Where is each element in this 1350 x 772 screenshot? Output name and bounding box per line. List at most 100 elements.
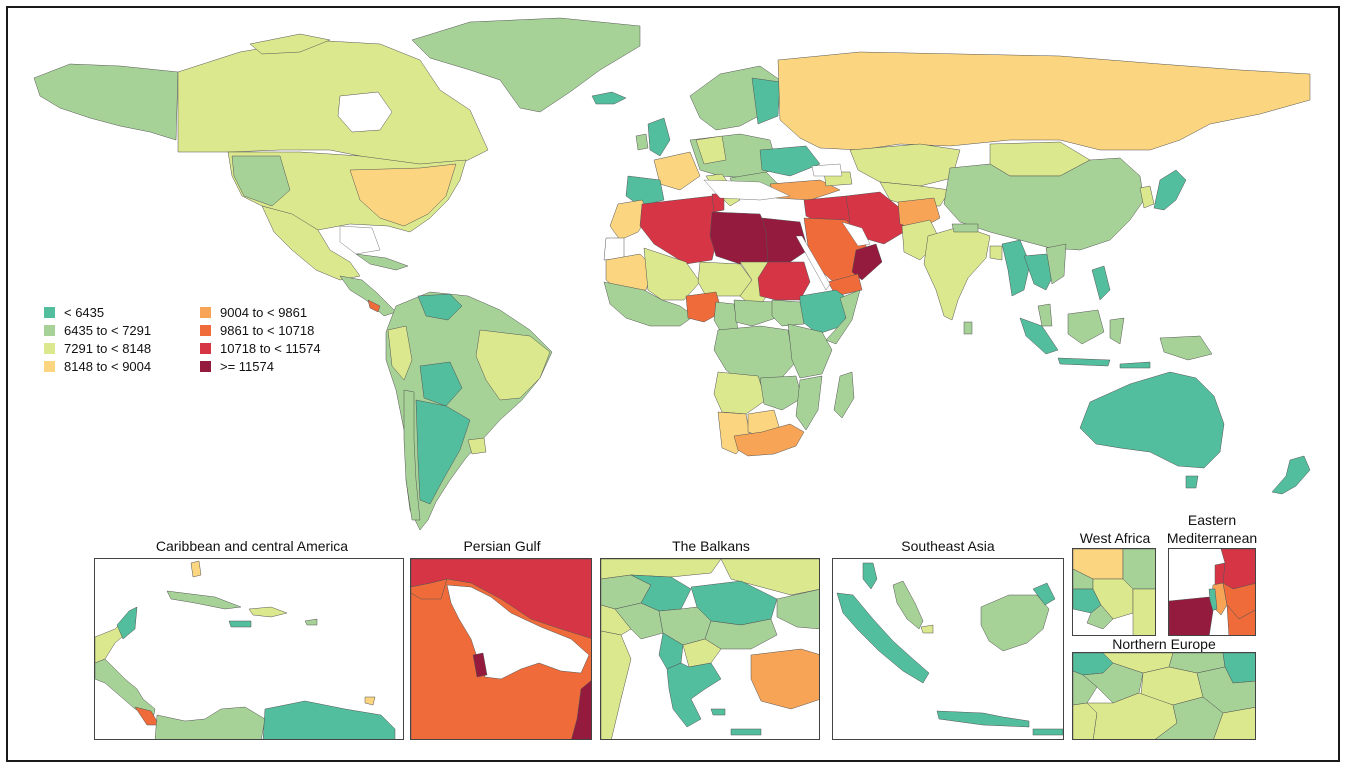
region-china <box>943 157 1145 251</box>
region-somalia <box>825 289 861 345</box>
region-mexico <box>261 205 361 281</box>
inset-title-northern-europe: Northern Europe <box>1112 636 1216 652</box>
region-mali <box>643 247 701 301</box>
inset-caribbean-map <box>95 560 396 739</box>
region-kazakhstan <box>849 143 961 187</box>
inset-eastern-mediterranean <box>1168 548 1256 636</box>
region-sri-lanka <box>963 321 973 335</box>
inset-title-balkans: The Balkans <box>672 538 750 554</box>
inset-title-caribbean: Caribbean and central America <box>155 538 349 554</box>
inset-title-eastern-mediterranean-2: Mediterranean <box>1166 530 1258 546</box>
region-new-zealand <box>1271 455 1311 495</box>
inset-title-eastern-mediterranean-1: Eastern <box>1187 512 1237 528</box>
region-indonesia-sumatra <box>1019 317 1059 355</box>
region-morocco <box>609 199 651 241</box>
inset-west-africa <box>1072 548 1156 636</box>
legend-item: < 6435 <box>44 304 192 321</box>
region-malay <box>1037 303 1053 327</box>
region-iceland <box>591 91 627 105</box>
inset-caribbean <box>94 558 404 740</box>
legend: < 6435 6435 to < 7291 7291 to < 8148 814… <box>44 304 364 380</box>
inset-title-southeast-asia: Southeast Asia <box>901 538 995 554</box>
region-korea <box>1139 185 1155 209</box>
legend-item: 7291 to < 8148 <box>44 340 192 357</box>
legend-label: < 6435 <box>64 305 105 320</box>
legend-swatch <box>200 361 211 372</box>
region-sudan <box>757 261 811 301</box>
legend-swatch <box>200 343 211 354</box>
region-india <box>923 225 991 321</box>
legend-item: 6435 to < 7291 <box>44 322 192 339</box>
legend-item: 9004 to < 9861 <box>200 304 360 321</box>
inset-west-africa-map <box>1073 549 1155 635</box>
region-canada <box>177 39 489 169</box>
region-japan <box>1153 169 1187 211</box>
legend-swatch <box>200 325 211 336</box>
legend-label: 10718 to < 11574 <box>220 341 321 356</box>
inset-persian-gulf-map <box>411 559 591 739</box>
region-south-sudan <box>771 299 805 327</box>
legend-label: 6435 to < 7291 <box>64 323 152 338</box>
region-argentina <box>415 399 471 505</box>
legend-label: 9004 to < 9861 <box>220 305 308 320</box>
region-nigeria <box>685 291 723 323</box>
legend-swatch <box>44 307 55 318</box>
region-brazil-east <box>475 329 551 401</box>
legend-swatch <box>44 325 55 336</box>
legend-item: >= 11574 <box>200 358 360 375</box>
region-uruguay <box>467 437 487 455</box>
legend-label: 9861 to < 10718 <box>220 323 315 338</box>
inset-southeast-asia-map <box>836 562 1063 736</box>
region-germany <box>695 135 727 165</box>
inset-eastern-mediterranean-map <box>1169 549 1255 635</box>
region-south-africa <box>733 423 805 457</box>
region-venezuela <box>417 293 463 321</box>
region-ukraine <box>759 145 821 177</box>
inset-persian-gulf <box>410 558 592 740</box>
region-mozambique <box>795 375 823 431</box>
region-cuba <box>355 253 409 271</box>
region-usa-east <box>349 163 457 227</box>
region-bolivia <box>419 361 463 407</box>
region-indonesia-java <box>1057 357 1111 367</box>
legend-item: 9861 to < 10718 <box>200 322 360 339</box>
region-tasmania <box>1185 475 1199 489</box>
legend-label: >= 11574 <box>220 359 274 374</box>
region-thailand <box>1023 253 1057 291</box>
region-madagascar <box>833 371 855 419</box>
legend-swatch <box>44 361 55 372</box>
region-angola <box>713 371 767 415</box>
region-russia <box>777 51 1311 151</box>
inset-title-west-africa: West Africa <box>1079 530 1151 546</box>
region-ireland <box>635 133 649 151</box>
region-australia <box>1079 371 1225 469</box>
inset-balkans-map <box>601 559 819 739</box>
inset-northern-europe <box>1072 652 1256 740</box>
legend-item: 10718 to < 11574 <box>200 340 360 357</box>
region-costa-rica <box>367 299 381 313</box>
region-car <box>733 299 777 327</box>
region-myanmar <box>1001 239 1031 297</box>
region-greenland <box>411 17 641 113</box>
inset-southeast-asia <box>832 558 1064 740</box>
region-chile <box>403 389 421 521</box>
inset-balkans <box>600 558 820 740</box>
region-alaska <box>33 63 179 141</box>
region-libya <box>709 211 769 265</box>
legend-item: 8148 to < 9004 <box>44 358 192 375</box>
region-uk <box>647 117 671 157</box>
region-zambia <box>759 375 803 411</box>
region-east-africa <box>787 323 833 379</box>
region-png <box>1159 335 1213 361</box>
region-philippines <box>1091 265 1111 301</box>
region-west-africa <box>603 281 695 327</box>
region-indonesia-borneo <box>1067 309 1105 345</box>
region-peru <box>387 325 413 381</box>
legend-label: 7291 to < 8148 <box>64 341 152 356</box>
region-east-timor <box>1119 361 1151 369</box>
region-usa-west <box>231 155 291 207</box>
legend-swatch <box>200 307 211 318</box>
region-bangladesh <box>989 245 1003 261</box>
region-finland <box>751 77 781 125</box>
